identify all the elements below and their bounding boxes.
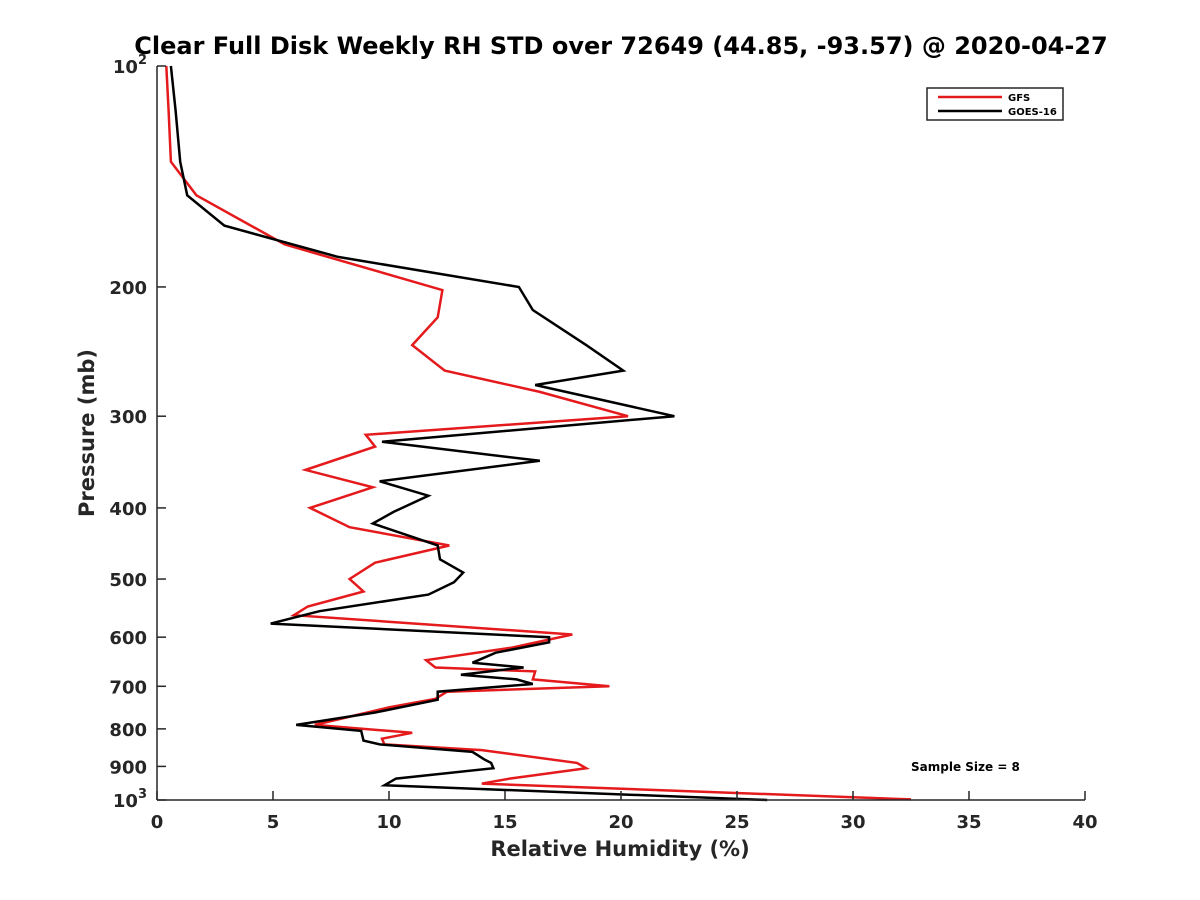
chart-title: Clear Full Disk Weekly RH STD over 72649…	[134, 32, 1107, 60]
y-tick-label: 102	[113, 53, 147, 78]
legend-box	[926, 87, 1064, 121]
plot-lines	[165, 65, 912, 802]
legend-label-1: GOES-16	[1008, 107, 1057, 118]
x-tick-label: 25	[724, 812, 749, 833]
x-axis-label: Relative Humidity (%)	[490, 837, 749, 861]
series-line-1	[169, 65, 768, 802]
y-tick-label: 900	[109, 757, 147, 778]
y-tick-label: 200	[109, 278, 147, 299]
x-tick-label: 10	[376, 812, 401, 833]
sample-size-annotation: Sample Size = 8	[911, 760, 1020, 774]
x-tick-label: 0	[151, 812, 164, 833]
legend: GFS GOES-16	[926, 87, 1064, 121]
legend-label-0: GFS	[1008, 93, 1030, 104]
y-tick-label: 700	[109, 677, 147, 698]
y-axis-label: Pressure (mb)	[75, 349, 99, 517]
series-line-0	[165, 65, 912, 801]
axes: 0 5 10 15 20 25 30 35 40 102 200 300 400 500 600 700 800…	[109, 53, 1097, 833]
y-tick-label: 800	[109, 720, 147, 741]
x-tick-label: 15	[492, 812, 517, 833]
x-tick-label: 5	[267, 812, 280, 833]
x-tick-label: 40	[1072, 812, 1097, 833]
x-tick-label: 35	[956, 812, 981, 833]
x-tick-label: 20	[608, 812, 633, 833]
y-tick-label: 400	[109, 499, 147, 520]
y-tick-label: 600	[109, 628, 147, 649]
x-tick-label: 30	[840, 812, 865, 833]
y-tick-label: 103	[113, 787, 147, 812]
y-tick-label: 300	[109, 407, 147, 428]
y-tick-label: 500	[109, 570, 147, 591]
